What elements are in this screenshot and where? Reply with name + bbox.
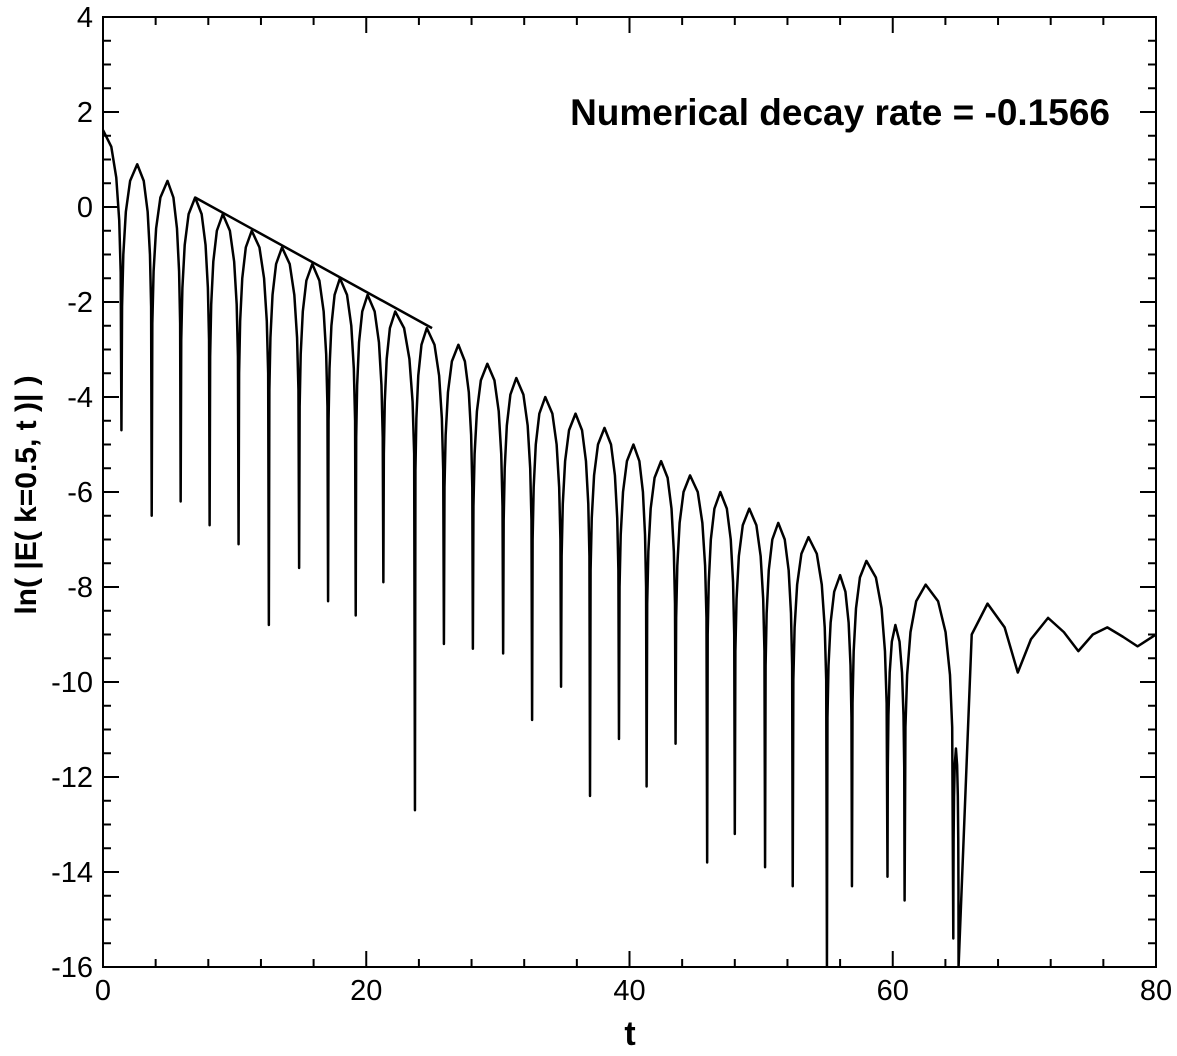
y-tick-label: -6 bbox=[67, 477, 93, 509]
y-tick-label: -14 bbox=[51, 857, 93, 889]
y-tick-label: -16 bbox=[51, 952, 93, 984]
y-tick-label: -4 bbox=[67, 382, 93, 414]
x-tick-label: 60 bbox=[877, 975, 909, 1007]
y-tick-label: 4 bbox=[77, 2, 93, 34]
y-tick-label: 0 bbox=[77, 192, 93, 224]
plot-frame bbox=[102, 16, 1157, 968]
y-tick-label: -8 bbox=[67, 572, 93, 604]
x-tick-label: 80 bbox=[1140, 975, 1172, 1007]
y-axis-title: ln( |E( k=0.5, t )| ) bbox=[10, 375, 43, 614]
x-tick-label: 20 bbox=[350, 975, 382, 1007]
x-tick-label: 40 bbox=[613, 975, 645, 1007]
y-tick-label: -12 bbox=[51, 762, 93, 794]
y-tick-label: 2 bbox=[77, 97, 93, 129]
x-axis-title: t bbox=[624, 1015, 635, 1053]
series-line-ln-E bbox=[103, 129, 1156, 967]
y-tick-label: -2 bbox=[67, 287, 93, 319]
decay-rate-annotation: Numerical decay rate = -0.1566 bbox=[570, 92, 1110, 133]
x-tick-label: 0 bbox=[95, 975, 111, 1007]
decay-fit-line bbox=[194, 196, 433, 330]
y-tick-label: -10 bbox=[51, 667, 93, 699]
